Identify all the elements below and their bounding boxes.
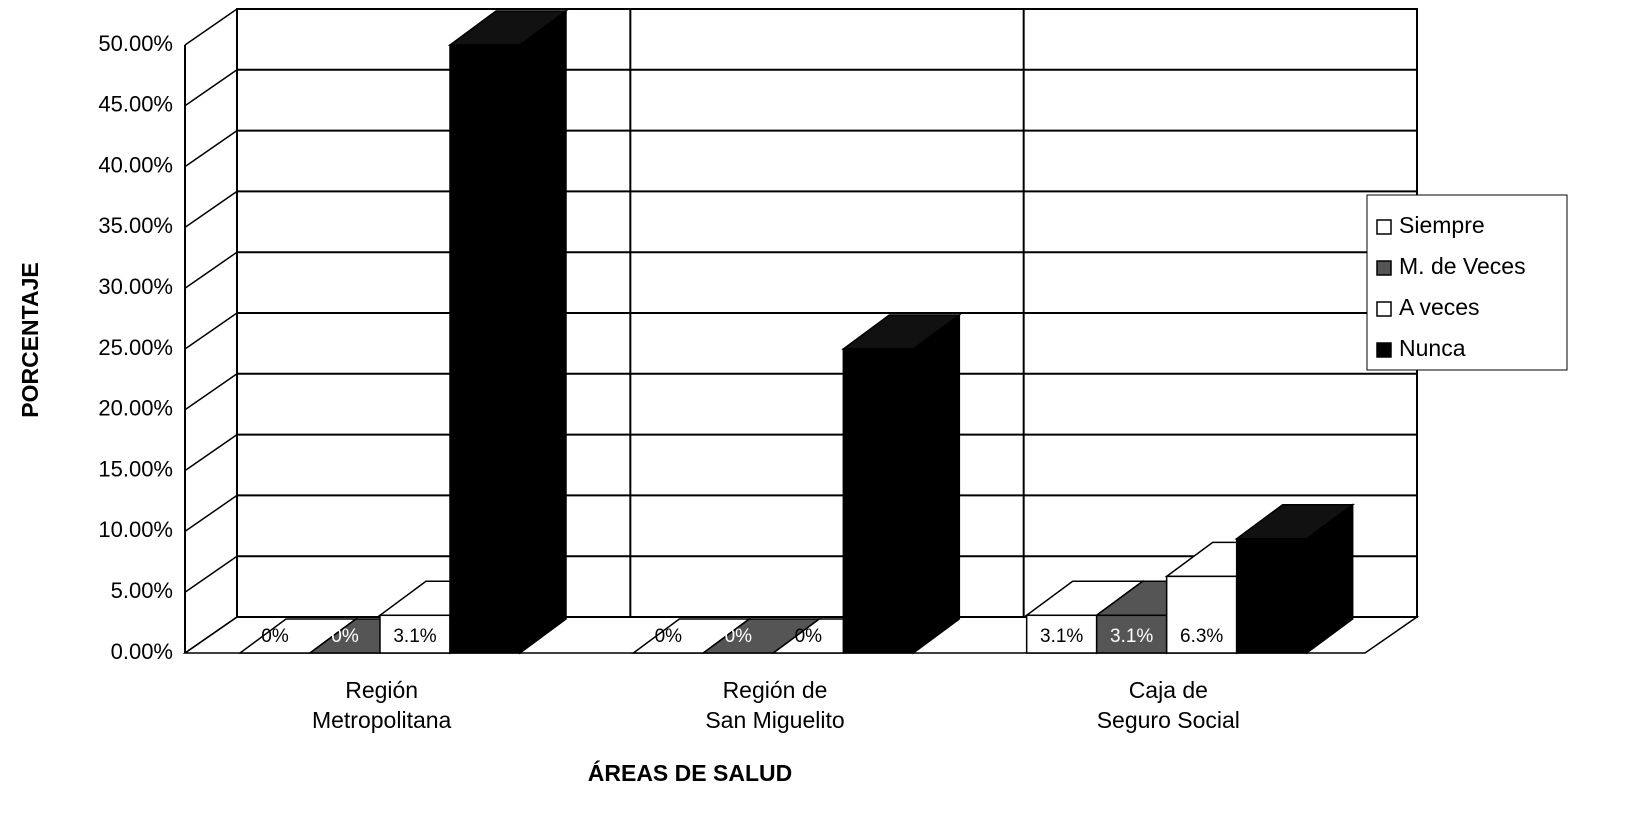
x-tick-label: Región Metropolitana xyxy=(311,677,452,733)
side-grid-line xyxy=(184,251,238,289)
legend-swatch xyxy=(1376,219,1392,235)
data-label: 0% xyxy=(795,626,823,647)
side-grid-line xyxy=(184,494,238,533)
y-tick-label: 25.00% xyxy=(98,335,173,360)
data-label: 0% xyxy=(655,626,683,647)
bar xyxy=(1235,537,1308,654)
side-grid-line xyxy=(184,433,238,472)
data-label: 3.1% xyxy=(1110,626,1153,647)
side-grid-line xyxy=(184,312,238,350)
y-tick-label: 30.00% xyxy=(98,274,173,299)
y-tick-label: 40.00% xyxy=(98,152,173,177)
y-tick-label: 50.00% xyxy=(98,31,173,56)
side-grid-line xyxy=(184,129,238,168)
side-grid-line xyxy=(184,190,238,229)
y-tick-label: 5.00% xyxy=(111,578,173,603)
x-tick-label: Caja de Seguro Social xyxy=(1096,677,1240,733)
y-tick-label: 0.00% xyxy=(111,639,173,664)
legend-swatch xyxy=(1376,260,1392,276)
legend-label: Siempre xyxy=(1399,212,1485,238)
data-label: 3.1% xyxy=(393,626,436,647)
data-label: 6.3% xyxy=(1180,626,1223,647)
data-label: 0% xyxy=(725,626,753,647)
legend-label: Nunca xyxy=(1399,335,1466,361)
side-grid-line xyxy=(184,555,238,593)
y-tick-label: 20.00% xyxy=(98,396,173,421)
bar xyxy=(449,44,521,654)
y-tick-label: 15.00% xyxy=(98,456,173,481)
y-tick-label: 35.00% xyxy=(98,213,173,238)
legend-box xyxy=(1366,194,1568,371)
data-label: 3.1% xyxy=(1040,626,1083,647)
x-tick-label: Región de San Miguelito xyxy=(705,677,845,733)
side-grid-line xyxy=(184,616,238,654)
bar-side xyxy=(912,313,961,655)
data-label: 0% xyxy=(331,626,359,647)
bar xyxy=(1165,575,1238,654)
bar-side xyxy=(519,9,567,655)
y-tick-label: 10.00% xyxy=(98,517,173,542)
bar xyxy=(842,348,915,654)
bar xyxy=(1095,614,1168,654)
side-grid-line xyxy=(184,69,238,107)
y-axis-title: PORCENTAJE xyxy=(17,262,43,418)
y-tick-label: 45.00% xyxy=(98,92,173,117)
legend-swatch xyxy=(1376,301,1392,317)
x-axis-title: ÁREAS DE SALUD xyxy=(588,759,792,786)
bar xyxy=(1025,614,1098,654)
bar xyxy=(379,614,451,654)
side-grid-line xyxy=(184,373,238,411)
data-label: 0% xyxy=(261,626,289,647)
legend-label: M. de Veces xyxy=(1399,253,1526,279)
legend-label: A veces xyxy=(1399,294,1480,320)
legend-swatch xyxy=(1376,342,1392,358)
side-grid-line xyxy=(184,8,238,46)
